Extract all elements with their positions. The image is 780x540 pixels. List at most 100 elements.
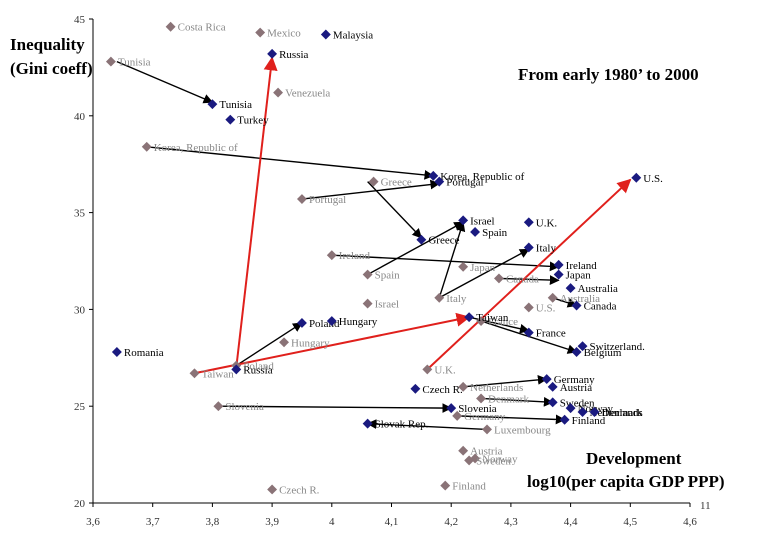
late-point-u-k- [523, 217, 534, 228]
late-point-portugal [434, 176, 445, 187]
chart-subtitle: From early 1980’ to 2000 [518, 65, 699, 84]
late-point-netherlands [577, 407, 588, 417]
early-point-germany [452, 410, 463, 421]
late-point-france [523, 327, 534, 338]
point-label: U.S. [643, 173, 663, 185]
late-point-korea-republic-of [428, 170, 439, 181]
x-tick-label: 4,5 [623, 516, 637, 528]
point-label: Taiwan [476, 312, 509, 324]
late-point-poland [297, 318, 307, 328]
early-point-hungary [279, 337, 289, 348]
late-point-norway [565, 403, 576, 414]
point-label: Hungary [339, 316, 378, 328]
early-point-venezuela [273, 87, 284, 98]
late-point-italy [523, 242, 534, 253]
y-tick-label: 45 [74, 14, 86, 26]
early-point-portugal [297, 194, 307, 204]
x-tick-label: 3,9 [265, 516, 279, 528]
trend-arrow [301, 179, 441, 200]
late-point-israel [458, 215, 469, 226]
late-point-finland [559, 414, 570, 425]
point-label: Russia [279, 49, 308, 61]
x-tick-label: 4 [329, 516, 335, 528]
point-label: Austria [560, 382, 593, 394]
early-point-luxembourg [482, 424, 492, 435]
early-point-sweden [464, 455, 475, 466]
late-point-turkey [225, 114, 236, 125]
trend-arrow [218, 403, 453, 413]
point-label: Netherlands [590, 407, 643, 419]
point-label: Tunisia [118, 57, 151, 69]
y-tick-label: 30 [74, 304, 86, 316]
point-label: Italy [446, 293, 467, 305]
point-label: France [488, 316, 518, 328]
late-point-australia [565, 283, 576, 294]
x-tick-label: 4,4 [564, 516, 578, 528]
point-label: Korea, Republic of [440, 171, 524, 183]
late-point-taiwan [464, 312, 475, 323]
x-tick-label: 3,7 [146, 516, 160, 528]
point-label: Korea, Republic of [154, 142, 238, 154]
point-label: Slovenia [458, 403, 497, 415]
trend-arrow [552, 297, 578, 308]
point-label: Slovak Rep. [375, 419, 429, 431]
red-trend-arrow [235, 56, 278, 368]
early-point-tunisia [105, 56, 116, 67]
early-point-czech-r- [267, 484, 278, 495]
point-label: Ireland [339, 250, 371, 262]
point-label: Australia [578, 283, 618, 295]
point-label: Germany [464, 411, 505, 423]
x-tick-label: 4,3 [504, 516, 518, 528]
point-label: Japan [470, 262, 496, 274]
point-label: Japan [566, 270, 592, 282]
point-label: France [536, 328, 566, 340]
x-tick-label: 3,6 [86, 516, 100, 528]
trend-arrow [463, 375, 548, 388]
point-label: Finland [452, 481, 486, 493]
point-label: Spain [482, 227, 508, 239]
point-label: Turkey [237, 115, 269, 127]
late-point-austria [547, 381, 558, 392]
point-label: U.S. [536, 302, 556, 314]
y-tick-label: 20 [74, 498, 86, 510]
point-label: Romania [124, 347, 164, 359]
x-axis-label-line-1: Development [586, 449, 682, 468]
early-point-mexico [255, 27, 266, 38]
y-tick-label: 25 [74, 401, 86, 413]
late-point-u-s- [631, 172, 642, 183]
early-point-japan [458, 261, 469, 272]
early-point-austria [458, 445, 469, 456]
red-trend-arrow [426, 178, 632, 371]
late-point-malaysia [320, 29, 331, 40]
early-point-korea-republic-of [141, 141, 152, 152]
trend-arrow [438, 248, 530, 299]
late-point-tunisia [207, 99, 218, 110]
x-tick-label: 4,6 [683, 516, 697, 528]
point-label: Greece [381, 177, 412, 189]
point-label: Germany [554, 374, 595, 386]
late-point-czech-r- [410, 383, 421, 394]
point-label: Taiwan [201, 368, 234, 380]
early-point-u-k- [422, 364, 433, 375]
point-label: Poland [243, 361, 274, 373]
early-point-australia [547, 292, 558, 303]
early-point-costa-rica [165, 21, 176, 32]
trend-arrow [235, 322, 303, 367]
early-point-ireland [326, 250, 337, 261]
point-label: Czech R. [422, 384, 463, 396]
point-label: Israel [375, 299, 399, 311]
early-point-france [476, 316, 486, 326]
point-label: Norway [482, 453, 518, 465]
x-axis-label-line-2: log10(per capita GDP PPP) [527, 472, 725, 491]
late-point-romania [111, 347, 122, 357]
trend-arrow [366, 419, 488, 431]
point-label: Tunisia [219, 99, 252, 111]
x-tick-label: 4,2 [444, 516, 458, 528]
late-point-ireland [553, 259, 564, 270]
late-point-spain [470, 227, 481, 237]
point-label: Mexico [267, 28, 301, 40]
late-point-greece [416, 234, 427, 245]
early-point-greece [368, 176, 379, 187]
point-label: Austria [470, 446, 503, 458]
